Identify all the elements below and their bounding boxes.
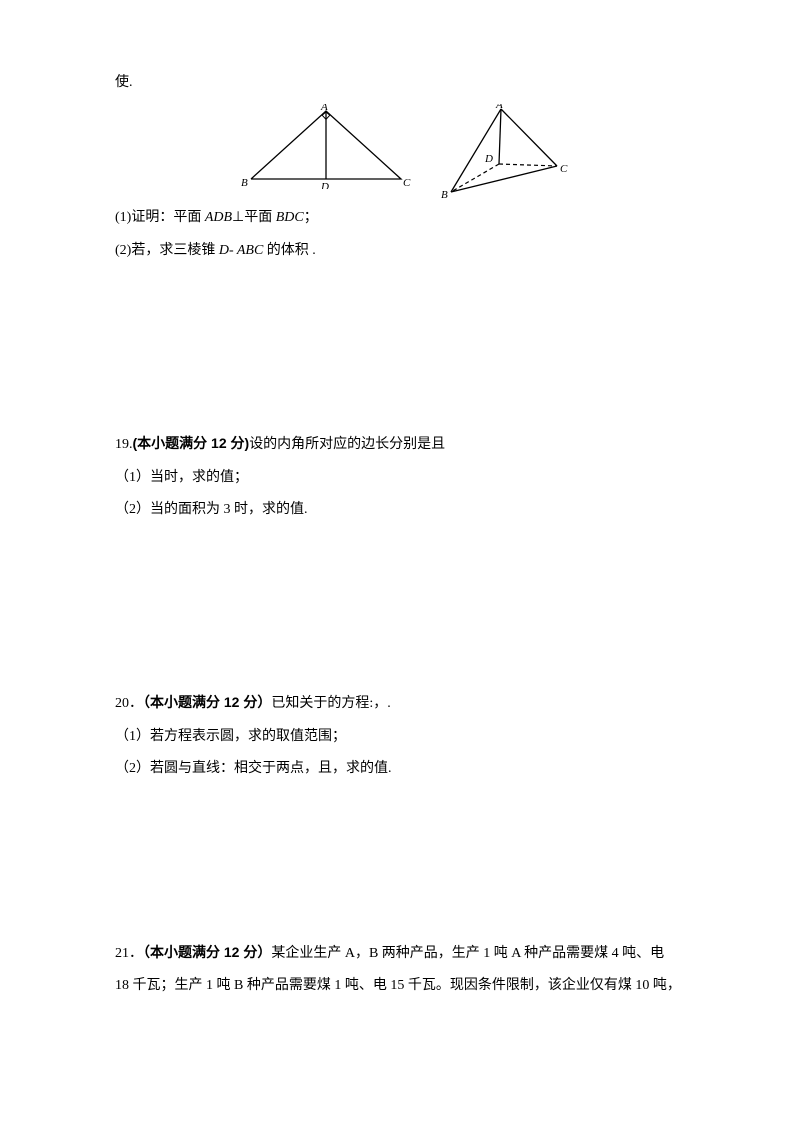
q21-number: 21． [115,946,143,961]
text: (1)证明：平面 [115,210,205,225]
text: ⊥平面 [232,210,276,225]
lead-line: 使. [115,72,695,94]
q20-stem-text: 已知关于的方程:，. [271,696,390,711]
svg-text:B: B [441,189,448,199]
q21-line2: 18 千瓦；生产 1 吨 B 种产品需要煤 1 吨、电 15 千瓦。现因条件限制… [115,975,695,997]
math-bdc: BDC [276,210,304,225]
q21-line1: 21．（本小题满分 12 分）某企业生产 A，B 两种产品，生产 1 吨 A 种… [115,941,695,965]
text: 的体积 . [263,243,316,258]
q18-sub1: (1)证明：平面 ADB⊥平面 BDC； [115,207,695,229]
figure-row: A B C D A B C D [115,104,695,199]
svg-text:C: C [403,177,411,189]
q19-number: 19. [115,437,133,452]
svg-text:B: B [241,177,248,189]
q20-sub1: （1）若方程表示圆，求的取值范围； [115,726,695,748]
page: 使. A B C D A B C D (1)证明：平面 ADB⊥平面 BDC； (2)若，求… [0,0,800,1132]
q21-title: （本小题满分 12 分） [143,944,271,960]
math-dabc: D- ABC [219,243,263,258]
q21-text1: 某企业生产 A，B 两种产品，生产 1 吨 A 种产品需要煤 4 吨、电 [271,946,664,961]
spacer [115,531,695,691]
q20-sub2: （2）若圆与直线：相交于两点，且，求的值. [115,758,695,780]
text: ； [304,210,318,225]
q18-sub2: (2)若，求三棱锥 D- ABC 的体积 . [115,240,695,262]
q20-stem: 20．（本小题满分 12 分）已知关于的方程:，. [115,691,695,715]
q20-title: （本小题满分 12 分） [143,694,271,710]
spacer [115,272,695,432]
triangle-3d-figure: A B C D [429,104,569,199]
text: (2)若，求三棱锥 [115,243,219,258]
triangle-2d-figure: A B C D [241,104,411,189]
svg-text:C: C [560,163,568,175]
svg-text:A: A [320,104,328,113]
content-column: 使. A B C D A B C D (1)证明：平面 ADB⊥平面 BDC； (2)若，求… [115,72,695,1007]
q19-stem-text: 设的内角所对应的边长分别是且 [249,437,445,452]
math-adb: ADB [205,210,232,225]
q19-sub1: （1）当时，求的值； [115,467,695,489]
q19-title: (本小题满分 12 分) [133,435,250,451]
svg-text:D: D [320,181,329,189]
svg-text:A: A [495,104,503,111]
svg-text:D: D [484,153,493,165]
q19-sub2: （2）当的面积为 3 时，求的值. [115,499,695,521]
q20-number: 20． [115,696,143,711]
q19-stem: 19.(本小题满分 12 分)设的内角所对应的边长分别是且 [115,432,695,456]
spacer [115,791,695,941]
